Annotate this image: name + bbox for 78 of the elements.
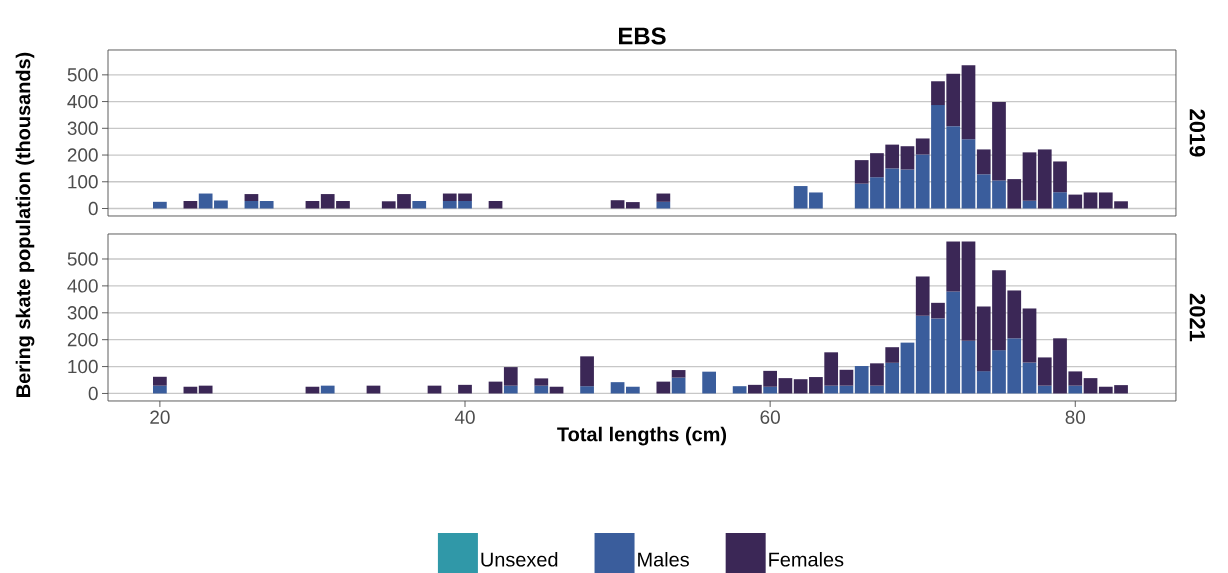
bar [153, 385, 167, 394]
x-tick-label: 80 [1065, 410, 1086, 424]
bar [1037, 385, 1052, 394]
bar [412, 201, 427, 209]
bar [1068, 194, 1083, 209]
bar [656, 201, 671, 209]
bar [961, 340, 976, 394]
bar [625, 386, 640, 394]
bar [915, 138, 930, 155]
bar [1022, 200, 1037, 209]
bar [656, 381, 671, 394]
bar [671, 370, 686, 378]
bar [839, 369, 854, 386]
bar [153, 201, 167, 209]
text: 2019 [1189, 109, 1206, 157]
bar [1022, 362, 1037, 394]
bar [458, 384, 472, 394]
y-axis-title: Bering skate population (thousands) [15, 52, 35, 397]
bar [625, 202, 640, 209]
bar [1068, 385, 1083, 394]
bar [1083, 378, 1098, 394]
y-tick-label: 0 [88, 201, 98, 216]
bar [198, 385, 213, 394]
x-tick-label: 60 [760, 410, 780, 424]
y-tick-label: 200 [67, 332, 98, 347]
bar [1053, 192, 1067, 209]
y-tick-label: 0 [88, 386, 98, 401]
bar [580, 356, 594, 387]
y-tick-label: 400 [67, 279, 98, 293]
bar [961, 65, 976, 140]
bar [244, 194, 259, 202]
bar [900, 169, 915, 209]
bar [534, 385, 549, 394]
y-tick-label: 200 [67, 148, 98, 162]
bar [488, 201, 503, 209]
legend-label: Males [638, 551, 689, 567]
bar [824, 385, 839, 394]
x-tick-label: 40 [454, 410, 475, 424]
bar [702, 371, 716, 394]
bar [183, 201, 198, 209]
y-tick-label: 500 [67, 68, 98, 82]
bar [580, 386, 594, 394]
bar [320, 385, 335, 394]
chart-title: EBS [619, 27, 666, 45]
bar [961, 139, 976, 209]
x-axis-title: Total lengths (cm) [557, 426, 727, 446]
y-tick-label: 500 [67, 252, 98, 266]
y-tick-label: 300 [67, 121, 98, 136]
legend-label: Females [769, 551, 844, 567]
bar [244, 201, 259, 209]
legend-label: Unsexed [481, 551, 558, 567]
bar [305, 201, 320, 209]
bar [1022, 152, 1037, 201]
bar [259, 201, 274, 209]
bar [1083, 192, 1098, 209]
y-tick-label: 400 [67, 94, 98, 109]
bar [885, 347, 900, 363]
bar [656, 193, 671, 202]
bar [763, 386, 778, 394]
y-tick-label: 100 [68, 175, 98, 189]
bar [1022, 308, 1037, 363]
y-tick-label: 300 [67, 306, 98, 320]
bar [870, 363, 884, 386]
bar [946, 241, 961, 292]
bar [153, 376, 167, 386]
bar [900, 146, 915, 170]
bar [610, 382, 625, 394]
bar [503, 367, 518, 386]
y-tick-label: 100 [68, 359, 98, 374]
bar [900, 342, 915, 394]
x-tick-label: 20 [150, 410, 170, 424]
bar [610, 200, 625, 209]
bar [503, 385, 518, 394]
bar [778, 378, 793, 394]
text: 2021 [1189, 293, 1206, 342]
bar [961, 241, 976, 341]
bar [534, 378, 549, 386]
bar [732, 386, 747, 394]
